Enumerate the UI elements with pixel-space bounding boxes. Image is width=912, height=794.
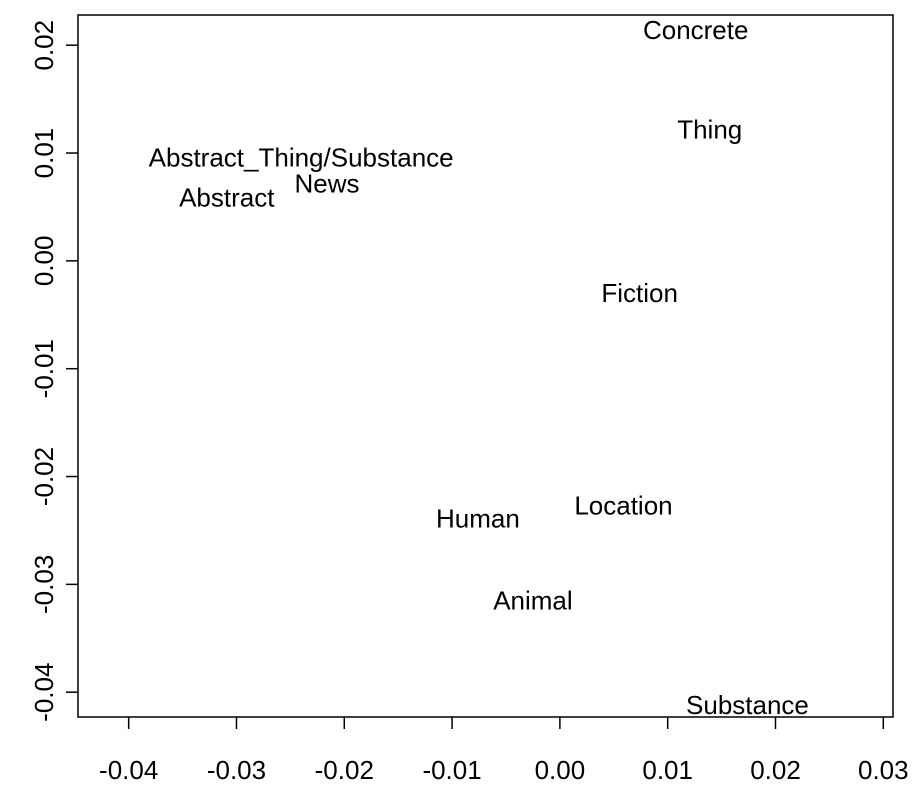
point-label: News (295, 168, 360, 198)
y-tick-label: -0.01 (29, 339, 59, 398)
x-tick-label: -0.03 (207, 755, 266, 785)
point-label: Location (574, 491, 672, 521)
x-tick-label: 0.01 (642, 755, 693, 785)
point-label: Thing (677, 114, 742, 144)
plot-frame (77, 14, 894, 718)
x-tick-label: 0.03 (858, 755, 909, 785)
x-tick-label: 0.02 (750, 755, 801, 785)
y-tick-label: -0.03 (29, 555, 59, 614)
y-tick-label: -0.02 (29, 447, 59, 506)
x-tick-label: -0.04 (99, 755, 158, 785)
point-label: Abstract_Thing/Substance (149, 142, 454, 172)
x-tick-label: 0.00 (535, 755, 586, 785)
point-label: Abstract (179, 182, 275, 212)
x-tick-label: -0.02 (315, 755, 374, 785)
y-tick-label: 0.02 (29, 20, 59, 71)
point-label: Human (436, 504, 520, 534)
y-tick-label: 0.00 (29, 236, 59, 287)
point-label: Concrete (643, 15, 749, 45)
point-label: Substance (686, 690, 809, 720)
x-tick-label: -0.01 (422, 755, 481, 785)
y-tick-label: -0.04 (29, 663, 59, 722)
point-label: Fiction (601, 278, 678, 308)
y-tick-label: 0.01 (29, 128, 59, 179)
point-label: Animal (493, 586, 572, 616)
